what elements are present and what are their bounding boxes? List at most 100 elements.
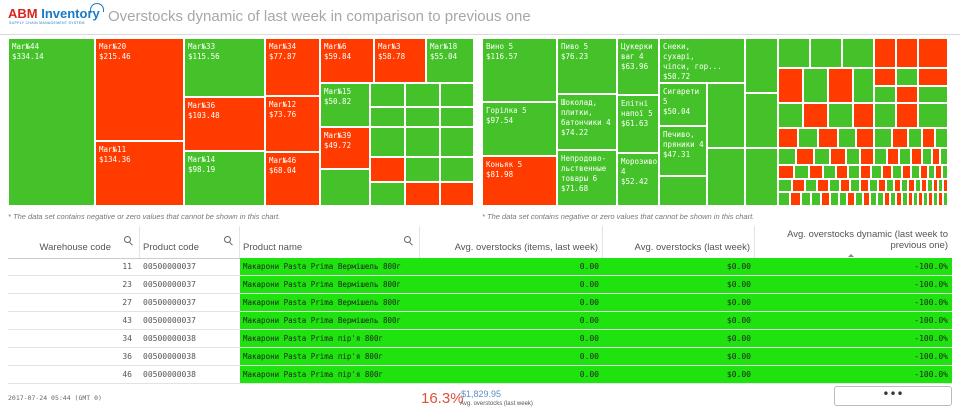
treemap-cell[interactable] <box>405 127 440 157</box>
treemap-cell[interactable] <box>405 83 440 107</box>
treemap-cell[interactable] <box>869 179 878 192</box>
treemap-cell[interactable] <box>874 38 896 68</box>
treemap-cell[interactable] <box>370 157 405 182</box>
table-row[interactable]: 27 00500000037 Макарони Pasta Prima Верм… <box>8 294 952 312</box>
treemap-cell[interactable]: Mar№15 $50.82 <box>320 83 370 127</box>
treemap-cell[interactable] <box>850 179 860 192</box>
treemap-cell[interactable]: Коньяк 5 $81.98 <box>482 156 557 206</box>
treemap-cell[interactable] <box>896 38 918 68</box>
treemap-cell[interactable] <box>942 165 948 179</box>
treemap-cell[interactable] <box>874 128 892 148</box>
treemap-cell[interactable]: Mar№20 $215.46 <box>95 38 184 141</box>
treemap-cell[interactable] <box>778 38 810 68</box>
treemap-cell[interactable] <box>790 192 801 206</box>
treemap-cell[interactable] <box>933 179 938 192</box>
treemap-cell[interactable] <box>828 68 853 103</box>
treemap-cell[interactable] <box>908 192 913 206</box>
treemap-cell[interactable] <box>943 179 948 192</box>
treemap-cell[interactable] <box>853 68 874 103</box>
treemap-cell[interactable] <box>908 179 915 192</box>
treemap-cell[interactable] <box>918 192 923 206</box>
treemap-cell[interactable] <box>856 128 874 148</box>
treemap-cell[interactable] <box>805 179 817 192</box>
treemap-cell[interactable] <box>908 128 922 148</box>
treemap-cell[interactable] <box>796 148 814 165</box>
treemap-cell[interactable] <box>874 86 896 103</box>
treemap-cell[interactable] <box>915 179 921 192</box>
more-options-button[interactable]: ••• <box>834 386 952 406</box>
treemap-cell[interactable] <box>877 192 884 206</box>
treemap-cell[interactable] <box>874 148 887 165</box>
treemap-cell[interactable] <box>886 179 894 192</box>
column-header-product-name[interactable]: Product name <box>240 226 420 258</box>
treemap-cell[interactable] <box>932 148 940 165</box>
treemap-cell[interactable]: Елітні напої 5 $61.63 <box>617 95 659 153</box>
treemap-cell[interactable] <box>778 165 794 179</box>
treemap-cell[interactable] <box>405 107 440 127</box>
column-header-product-code[interactable]: Product code <box>140 226 240 258</box>
treemap-cell[interactable] <box>860 165 871 179</box>
warehouse-treemap[interactable]: Mar№44 $334.14 Mar№20 $215.46 Mar№11 $13… <box>8 38 474 206</box>
treemap-cell[interactable] <box>778 179 792 192</box>
treemap-cell[interactable]: Mar№12 $73.76 <box>265 96 320 152</box>
treemap-cell[interactable] <box>405 157 440 182</box>
treemap-cell[interactable] <box>828 103 853 128</box>
treemap-cell[interactable] <box>817 179 829 192</box>
treemap-cell[interactable]: Шоколад, плитки, батончики 4 $74.22 <box>557 94 617 150</box>
treemap-cell[interactable] <box>911 148 922 165</box>
treemap-cell[interactable] <box>933 192 938 206</box>
treemap-cell[interactable] <box>902 165 911 179</box>
treemap-cell[interactable] <box>320 169 370 206</box>
treemap-cell[interactable] <box>659 176 707 206</box>
treemap-cell[interactable] <box>846 148 860 165</box>
treemap-cell[interactable] <box>938 192 943 206</box>
column-header-warehouse-code[interactable]: Warehouse code <box>8 226 140 258</box>
product-group-treemap[interactable]: Вино 5 $116.57 Горілка 5 $97.54 Коньяк 5… <box>482 38 948 206</box>
treemap-cell[interactable] <box>440 127 474 157</box>
table-row[interactable]: 23 00500000037 Макарони Pasta Prima Верм… <box>8 276 952 294</box>
treemap-cell[interactable] <box>887 148 899 165</box>
treemap-cell[interactable] <box>848 165 860 179</box>
treemap-cell[interactable] <box>818 128 838 148</box>
treemap-cell[interactable]: Mar№3 $58.78 <box>374 38 426 83</box>
treemap-cell[interactable]: Mar№14 $98.19 <box>184 151 265 206</box>
treemap-cell[interactable] <box>811 192 821 206</box>
treemap-cell[interactable] <box>440 107 474 127</box>
treemap-cell[interactable] <box>892 165 902 179</box>
treemap-cell[interactable] <box>838 128 856 148</box>
treemap-cell[interactable] <box>882 165 892 179</box>
treemap-cell[interactable] <box>778 148 796 165</box>
treemap-cell[interactable] <box>943 192 948 206</box>
treemap-cell[interactable] <box>896 68 918 86</box>
treemap-cell[interactable] <box>860 179 869 192</box>
treemap-cell[interactable] <box>860 148 874 165</box>
treemap-cell[interactable] <box>892 128 908 148</box>
treemap-cell[interactable] <box>922 128 935 148</box>
treemap-cell[interactable]: Mar№33 $115.56 <box>184 38 265 97</box>
table-row[interactable]: 43 00500000037 Макарони Pasta Prima Верм… <box>8 312 952 330</box>
treemap-cell[interactable] <box>896 103 918 128</box>
treemap-cell[interactable] <box>778 68 803 103</box>
treemap-cell[interactable] <box>928 192 933 206</box>
treemap-cell[interactable] <box>918 68 948 86</box>
treemap-cell[interactable] <box>896 86 918 103</box>
treemap-cell[interactable] <box>878 179 886 192</box>
treemap-cell[interactable] <box>840 179 850 192</box>
treemap-cell[interactable] <box>938 179 943 192</box>
treemap-cell[interactable] <box>745 93 778 148</box>
treemap-cell[interactable]: Горілка 5 $97.54 <box>482 102 557 156</box>
treemap-cell[interactable] <box>913 192 918 206</box>
treemap-cell[interactable] <box>896 192 902 206</box>
treemap-cell[interactable]: Mar№39 $49.72 <box>320 127 370 169</box>
treemap-cell[interactable] <box>935 165 942 179</box>
treemap-cell[interactable] <box>902 192 908 206</box>
treemap-cell[interactable] <box>847 192 855 206</box>
treemap-cell[interactable] <box>803 68 828 103</box>
column-header-avg-overstocks-dynamic[interactable]: Avg. overstocks dynamic (last week to pr… <box>787 229 948 251</box>
treemap-cell[interactable] <box>821 192 830 206</box>
treemap-cell[interactable] <box>370 107 405 127</box>
treemap-cell[interactable]: Снеки, сухарі, чіпси, гор... $50.72 <box>659 38 745 83</box>
treemap-cell[interactable] <box>830 148 846 165</box>
treemap-cell[interactable] <box>745 38 778 93</box>
treemap-cell[interactable]: Непродово- льственные товары 6 $71.68 <box>557 150 617 206</box>
